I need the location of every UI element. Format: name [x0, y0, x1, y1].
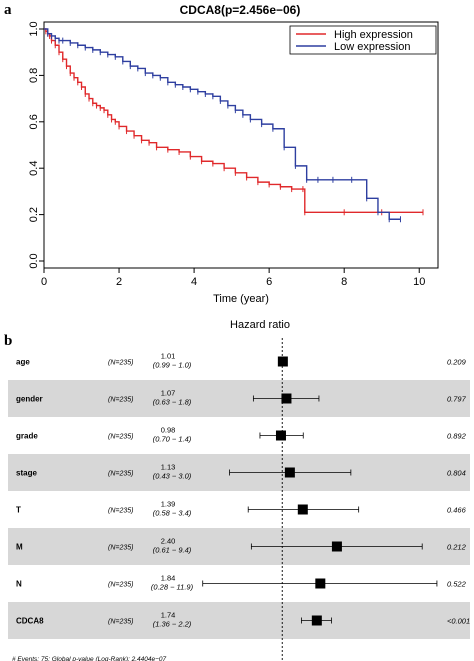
ci-label: (0.99 − 1.0) [153, 361, 192, 370]
ci-label: (0.58 − 3.4) [153, 509, 192, 518]
x-axis: 0 2 4 6 8 10 [41, 268, 425, 288]
x-tick-label: 0 [41, 276, 47, 288]
p-value-label: 0.804 [447, 469, 466, 478]
forest-row-cdca8: CDCA8 (N=235) 1.74(1.36 − 2.2) <0.001 [8, 602, 470, 639]
variable-label: CDCA8 [16, 617, 44, 626]
n-label: (N=235) [108, 397, 133, 404]
y-tick-label: 0.2 [28, 207, 40, 222]
n-label: (N=235) [108, 619, 133, 626]
n-label: (N=235) [108, 508, 133, 515]
x-tick-label: 6 [266, 276, 272, 288]
ci-label: (0.63 − 1.8) [153, 398, 192, 407]
ci-label: (0.43 − 3.0) [153, 472, 192, 481]
row-shading [8, 602, 470, 639]
hr-point [277, 356, 288, 367]
legend-label: High expression [334, 29, 413, 41]
variable-label: N [16, 580, 22, 589]
n-label: (N=235) [108, 434, 133, 441]
n-label: (N=235) [108, 360, 133, 367]
p-value-label: 0.212 [447, 543, 467, 552]
p-value-label: 0.797 [447, 395, 467, 404]
panel-label-b: b [4, 333, 13, 349]
hr-label: 1.13 [161, 463, 176, 472]
hr-point [297, 504, 308, 515]
x-tick-label: 4 [191, 276, 197, 288]
ci-label: (1.36 − 2.2) [153, 620, 192, 629]
hr-label: 1.01 [161, 352, 176, 361]
forest-row-t: T (N=235) 1.39(0.58 − 3.4) 0.466 [16, 500, 467, 518]
p-value-label: 0.209 [447, 358, 467, 367]
y-tick-label: 0.0 [28, 253, 40, 268]
variable-label: gender [16, 395, 43, 404]
variable-label: M [16, 543, 23, 552]
chart-title: CDCA8(p=2.456e−06) [180, 3, 301, 17]
x-tick-label: 2 [116, 276, 122, 288]
ci-label: (0.61 − 9.4) [153, 546, 192, 555]
n-label: (N=235) [108, 545, 133, 552]
x-tick-label: 8 [341, 276, 347, 288]
forest-row-n: N (N=235) 1.84(0.28 − 11.9) 0.522 [16, 574, 467, 592]
p-value-label: 0.522 [447, 580, 467, 589]
p-value-label: <0.001 [447, 617, 470, 626]
y-tick-label: 0.8 [28, 68, 40, 83]
footnote-line: # Events: 75; Global p-value (Log-Rank):… [12, 656, 166, 661]
forest-row-gender: gender (N=235) 1.07(0.63 − 1.8) 0.797 [8, 380, 470, 417]
forest-row-m: M (N=235) 2.40(0.61 − 9.4) 0.212 [8, 528, 470, 565]
hr-point [331, 541, 342, 552]
hr-point [281, 393, 292, 404]
variable-label: grade [16, 432, 38, 441]
low-expression-series [44, 28, 401, 223]
ci-label: (0.70 − 1.4) [153, 435, 192, 444]
hr-label: 1.74 [161, 611, 176, 620]
forest-row-age: age (N=235) 1.01(0.99 − 1.0) 0.209 [16, 352, 467, 370]
p-value-label: 0.892 [447, 432, 467, 441]
forest-row-stage: stage (N=235) 1.13(0.43 − 3.0) 0.804 [8, 454, 470, 491]
survival-curve [44, 28, 401, 220]
variable-label: age [16, 358, 30, 367]
hr-point [275, 430, 286, 441]
variable-label: stage [16, 469, 37, 478]
forest-title: Hazard ratio [230, 319, 290, 331]
forest-plot: Hazard ratio age (N=235) 1.01(0.99 − 1.0) 0.… [8, 319, 470, 661]
variable-label: T [16, 506, 21, 515]
legend-box [289, 25, 437, 55]
x-axis-label: Time (year) [213, 293, 269, 305]
hr-label: 1.39 [161, 500, 176, 509]
row-shading [8, 380, 470, 417]
hr-point [315, 578, 326, 589]
plot-frame [43, 21, 439, 269]
hr-label: 2.40 [161, 537, 176, 546]
panel-label-a: a [4, 2, 12, 18]
hr-point [311, 615, 322, 626]
y-tick-label: 0.4 [28, 161, 40, 176]
hr-label: 1.07 [161, 389, 176, 398]
n-label: (N=235) [108, 582, 133, 589]
hr-point [284, 467, 295, 478]
x-tick-label: 10 [413, 276, 425, 288]
forest-row-grade: grade (N=235) 0.98(0.70 − 1.4) 0.892 [16, 426, 467, 444]
hr-label: 1.84 [161, 574, 176, 583]
y-tick-label: 1.0 [28, 21, 40, 36]
y-axis: 0.0 0.2 0.4 0.6 0.8 1.0 [28, 21, 44, 269]
y-tick-label: 0.6 [28, 114, 40, 129]
n-label: (N=235) [108, 471, 133, 478]
ci-label: (0.28 − 11.9) [151, 583, 194, 592]
legend-label: Low expression [334, 41, 410, 53]
p-value-label: 0.466 [447, 506, 467, 515]
hr-label: 0.98 [161, 426, 176, 435]
